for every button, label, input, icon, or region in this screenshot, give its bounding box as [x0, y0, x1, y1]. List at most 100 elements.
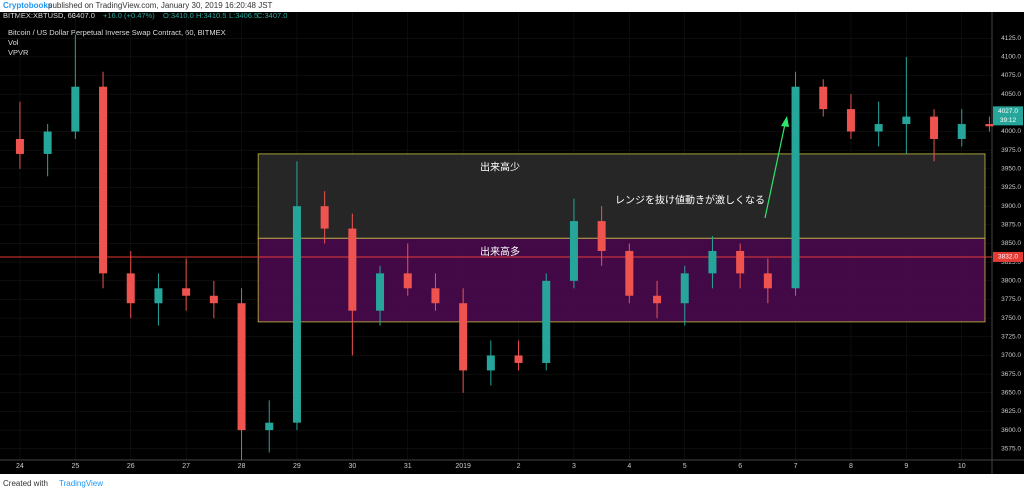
y-tick-label: 4075.0: [1001, 72, 1021, 79]
y-tick-label: 3850.0: [1001, 240, 1021, 247]
candle-body: [348, 228, 357, 311]
zone-label: 出来高少: [480, 161, 520, 174]
y-tick-label: 3925.0: [1001, 184, 1021, 191]
price-tag: [993, 106, 1023, 126]
y-tick-label: 4100.0: [1001, 54, 1021, 61]
candle-body: [597, 221, 606, 251]
y-tick-label: 3675.0: [1001, 371, 1021, 378]
candle-body: [736, 250, 745, 274]
candle-body: [292, 206, 301, 423]
x-tick-label: 4: [627, 463, 631, 470]
publisher[interactable]: Cryptobooks: [3, 1, 53, 10]
y-tick-label: 3700.0: [1001, 352, 1021, 359]
candle-body: [403, 273, 412, 289]
candle-body: [265, 422, 274, 431]
candle-body: [320, 206, 329, 229]
arrow: [764, 123, 786, 219]
candle-body: [209, 295, 218, 304]
symbol: BITMEX:XBTUSD, 60: [3, 11, 76, 20]
candle-body: [846, 109, 855, 132]
candle-body: [680, 273, 689, 304]
candle-body: [514, 355, 523, 363]
candle-body: [126, 273, 135, 304]
close: C:3407.0: [257, 11, 287, 20]
x-tick-label: 10: [958, 463, 966, 470]
change: +16.0 (+0.47%): [103, 11, 155, 20]
price-tag-label: 3832.0: [998, 254, 1018, 261]
y-tick-label: 3650.0: [1001, 390, 1021, 397]
candle-body: [71, 86, 80, 132]
countdown: 39:12: [1000, 117, 1017, 124]
x-tick-label: 6: [738, 463, 742, 470]
candle-body: [791, 86, 800, 289]
x-tick-label: 8: [849, 463, 853, 470]
candle-body: [154, 288, 163, 304]
header-bar: [0, 0, 1024, 12]
candle-body: [459, 303, 468, 371]
y-tick-label: 4050.0: [1001, 91, 1021, 98]
y-tick-label: 4000.0: [1001, 128, 1021, 135]
footer-text: Created with: [3, 479, 48, 488]
candle-body: [431, 288, 440, 304]
candle-body: [43, 131, 52, 154]
y-tick-label: 3750.0: [1001, 315, 1021, 322]
high: H:3410.5: [196, 11, 226, 20]
x-tick-label: 29: [293, 463, 301, 470]
candle-body: [486, 355, 495, 371]
last: 3407.0: [72, 11, 95, 20]
y-tick-label: 4125.0: [1001, 35, 1021, 42]
plot: 3575.03600.03625.03650.03675.03700.03725…: [0, 12, 1024, 474]
y-tick-label: 3575.0: [1001, 446, 1021, 453]
y-tick-label: 3950.0: [1001, 166, 1021, 173]
candle-body: [182, 288, 191, 296]
price-tag-label: 4027.0: [998, 108, 1018, 115]
candle-body: [763, 273, 772, 289]
candle-body: [625, 250, 634, 296]
indicator: VPVR: [8, 48, 29, 57]
candle-body: [874, 124, 883, 132]
candle-body: [542, 280, 551, 363]
indicator: Vol: [8, 38, 19, 47]
x-tick-label: 25: [71, 463, 79, 470]
zone-label: 出来高多: [480, 245, 520, 258]
x-tick-label: 2: [517, 463, 521, 470]
x-tick-label: 24: [16, 463, 24, 470]
candle-body: [819, 86, 828, 110]
candle-body: [930, 116, 939, 139]
y-tick-label: 3875.0: [1001, 222, 1021, 229]
candle-body: [708, 250, 717, 274]
candle-body: [653, 295, 662, 304]
x-tick-label: 30: [348, 463, 356, 470]
publish-info: published on TradingView.com, January 30…: [48, 1, 273, 10]
x-tick-label: 2019: [455, 463, 471, 470]
x-tick-label: 26: [127, 463, 135, 470]
x-tick-label: 28: [238, 463, 246, 470]
y-tick-label: 3600.0: [1001, 427, 1021, 434]
x-tick-label: 31: [404, 463, 412, 470]
zone: [257, 153, 986, 239]
y-tick-label: 3825.0: [1001, 259, 1021, 266]
candle-body: [237, 303, 246, 431]
footer-brand[interactable]: TradingView: [59, 479, 103, 488]
candle-body: [376, 273, 385, 311]
x-tick-label: 9: [904, 463, 908, 470]
candle-body: [985, 124, 994, 127]
x-tick-label: 5: [683, 463, 687, 470]
arrow-head: [781, 116, 789, 127]
price-tag: [993, 251, 1023, 262]
candle-body: [569, 221, 578, 281]
candle-body: [957, 124, 966, 139]
y-tick-label: 3975.0: [1001, 147, 1021, 154]
candle-body: [902, 116, 911, 125]
chart-title: Bitcoin / US Dollar Perpetual Inverse Sw…: [8, 28, 226, 37]
x-tick-label: 7: [794, 463, 798, 470]
y-tick-label: 3900.0: [1001, 203, 1021, 210]
annotation: レンジを抜け値動きが激しくなる: [615, 194, 765, 207]
candle-body: [99, 86, 108, 274]
y-tick-label: 3775.0: [1001, 296, 1021, 303]
open: O:3410.0: [163, 11, 194, 20]
x-tick-label: 3: [572, 463, 576, 470]
low: L:3406.5: [229, 11, 258, 20]
